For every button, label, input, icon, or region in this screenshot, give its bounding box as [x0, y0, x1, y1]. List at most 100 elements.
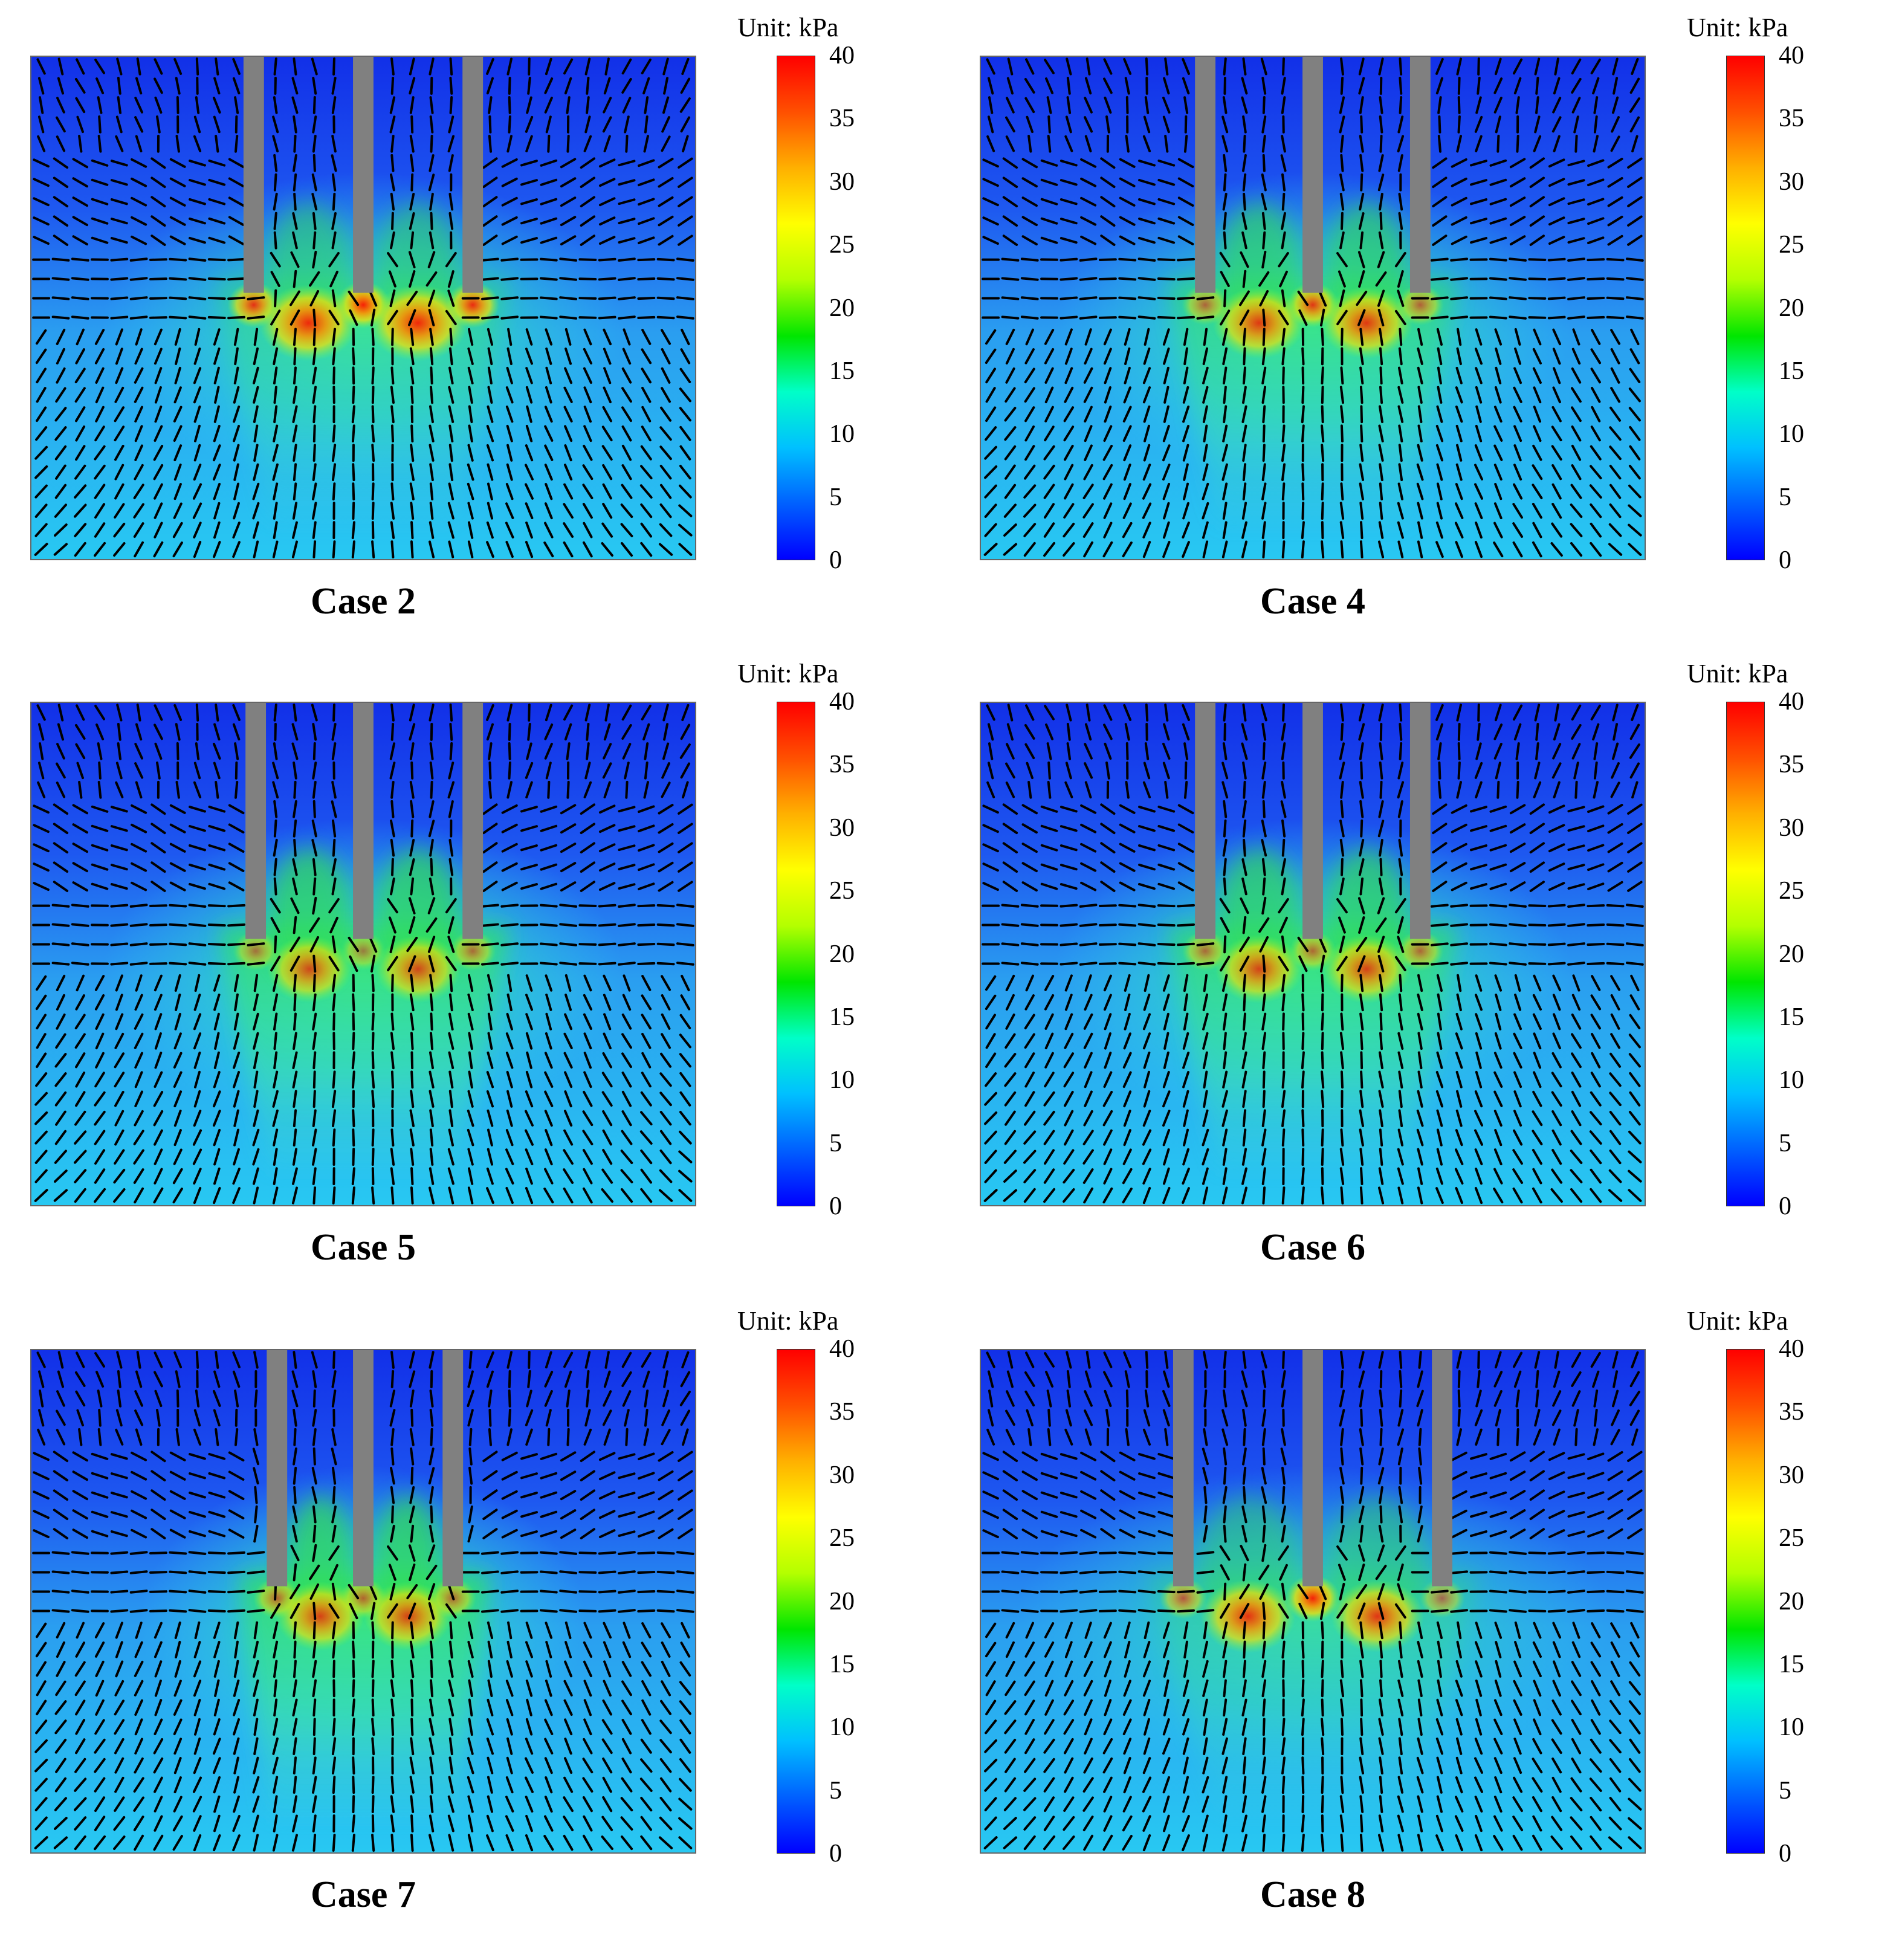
colorbar-tick-label: 20: [829, 1587, 855, 1616]
colorbar-tick-label: 30: [829, 167, 855, 196]
panel-case-4: Case 4 Unit: kPa 40 35 30 25 20 15 10 5 0: [949, 0, 1899, 653]
colorbar-tick-label: 35: [829, 1398, 855, 1426]
colorbar-tick-label: 15: [829, 1003, 855, 1031]
colorbar-tick-label: 35: [1779, 105, 1804, 133]
colorbar: [1726, 56, 1765, 560]
colorbar-tick-label: 25: [1779, 877, 1804, 905]
colorbar-tick-label: 15: [1779, 1650, 1804, 1678]
case-label: Case 7: [311, 1874, 416, 1915]
contour-plot: [30, 56, 696, 560]
stress-field: [981, 1350, 1645, 1852]
colorbar-tick-label: 15: [1779, 357, 1804, 385]
inter-pile-hotspot: [367, 285, 468, 361]
pile-tip-hotspot: [449, 931, 496, 971]
pile-tip-hotspot: [1159, 1577, 1208, 1619]
colorbar-tick-label: 0: [829, 1840, 842, 1868]
colorbar-tick-label: 30: [1779, 813, 1804, 842]
contour-plot: [980, 1349, 1646, 1854]
inter-pile-hotspot: [1330, 1580, 1425, 1653]
colorbar: [777, 1349, 815, 1854]
colorbar-tick-label: 15: [829, 357, 855, 385]
stress-vectors: [32, 57, 694, 558]
colorbar-tick-label: 30: [829, 813, 855, 842]
colorbar-tick-label: 20: [829, 294, 855, 322]
panel-case-5: Case 5 Unit: kPa 40 35 30 25 20 15 10 5 0: [0, 646, 949, 1299]
inter-pile-hotspot: [1200, 1579, 1296, 1654]
colorbar-tick-label: 5: [1779, 1129, 1791, 1157]
colorbar: [1726, 1349, 1765, 1854]
stress-vectors: [32, 1351, 694, 1852]
colorbar-tick-label: 5: [829, 1129, 842, 1157]
stress-field: [981, 703, 1645, 1205]
colorbar-tick-label: 15: [829, 1650, 855, 1678]
colorbar-tick-label: 30: [1779, 1461, 1804, 1489]
contour-plot: [30, 702, 696, 1206]
colorbar-tick-label: 20: [1779, 1587, 1804, 1616]
colorbar-tick-label: 10: [1779, 420, 1804, 448]
inter-pile-hotspot: [375, 935, 461, 1003]
unit-label: Unit: kPa: [737, 13, 839, 42]
colorbar-tick-label: 10: [1779, 1713, 1804, 1742]
colorbar-tick-label: 40: [1779, 1335, 1804, 1363]
pile: [243, 57, 264, 293]
colorbar-tick-label: 35: [1779, 751, 1804, 779]
colorbar-tick-label: 35: [1779, 1398, 1804, 1426]
colorbar-tick-label: 20: [1779, 940, 1804, 968]
colorbar-tick-label: 25: [829, 231, 855, 259]
pile: [267, 1350, 288, 1586]
stress-field: [31, 1350, 695, 1852]
stress-vectors: [982, 57, 1644, 558]
inter-pile-hotspot: [267, 936, 352, 1003]
pile: [245, 703, 267, 939]
pile-tip-hotspot: [233, 931, 279, 971]
colorbar-tick-label: 5: [829, 483, 842, 511]
colorbar-tick-label: 20: [1779, 294, 1804, 322]
unit-label: Unit: kPa: [737, 659, 839, 688]
unit-label: Unit: kPa: [1687, 659, 1788, 688]
colorbar-tick-label: 25: [829, 1524, 855, 1553]
pile: [1302, 1350, 1323, 1586]
colorbar-tick-label: 10: [1779, 1066, 1804, 1095]
pile: [353, 703, 374, 939]
pile: [353, 1350, 374, 1586]
stress-field: [31, 57, 695, 559]
contour-plot: [30, 1349, 696, 1854]
unit-label: Unit: kPa: [1687, 13, 1788, 42]
colorbar-tick-label: 40: [1779, 42, 1804, 70]
pile: [1432, 1350, 1453, 1586]
case-label: Case 5: [311, 1227, 416, 1268]
contour-plot: [980, 702, 1646, 1206]
stress-field: [31, 703, 695, 1205]
pile: [442, 1350, 464, 1586]
colorbar-tick-label: 0: [1779, 1192, 1791, 1220]
pile: [1302, 57, 1323, 293]
colorbar-tick-label: 10: [829, 1066, 855, 1095]
panel-case-7: Case 7 Unit: kPa 40 35 30 25 20 15 10 5 0: [0, 1293, 949, 1947]
case-label: Case 4: [1260, 581, 1365, 622]
inter-pile-hotspot: [1215, 934, 1303, 1003]
stress-vectors: [32, 703, 694, 1205]
pile-tip-hotspot: [1419, 1578, 1465, 1619]
colorbar-tick-label: 30: [829, 1461, 855, 1489]
inter-pile-hotspot: [1322, 934, 1411, 1004]
colorbar-tick-label: 25: [1779, 231, 1804, 259]
colorbar-tick-label: 40: [829, 1335, 855, 1363]
colorbar: [1726, 702, 1765, 1206]
panel-case-2: Case 2 Unit: kPa 40 35 30 25 20 15 10 5 0: [0, 0, 949, 653]
stress-vectors: [982, 703, 1644, 1205]
colorbar-tick-label: 0: [1779, 546, 1791, 574]
inter-pile-hotspot: [259, 285, 358, 361]
colorbar-tick-label: 35: [829, 105, 855, 133]
stress-field: [981, 57, 1645, 559]
colorbar: [777, 702, 815, 1206]
colorbar-tick-label: 10: [829, 1713, 855, 1742]
colorbar-tick-label: 10: [829, 420, 855, 448]
unit-label: Unit: kPa: [1687, 1306, 1788, 1336]
pile: [353, 57, 374, 293]
colorbar-tick-label: 25: [829, 877, 855, 905]
colorbar-tick-label: 15: [1779, 1003, 1804, 1031]
colorbar-tick-label: 40: [829, 688, 855, 716]
pile: [1409, 57, 1431, 293]
inter-pile-hotspot: [276, 1582, 364, 1651]
